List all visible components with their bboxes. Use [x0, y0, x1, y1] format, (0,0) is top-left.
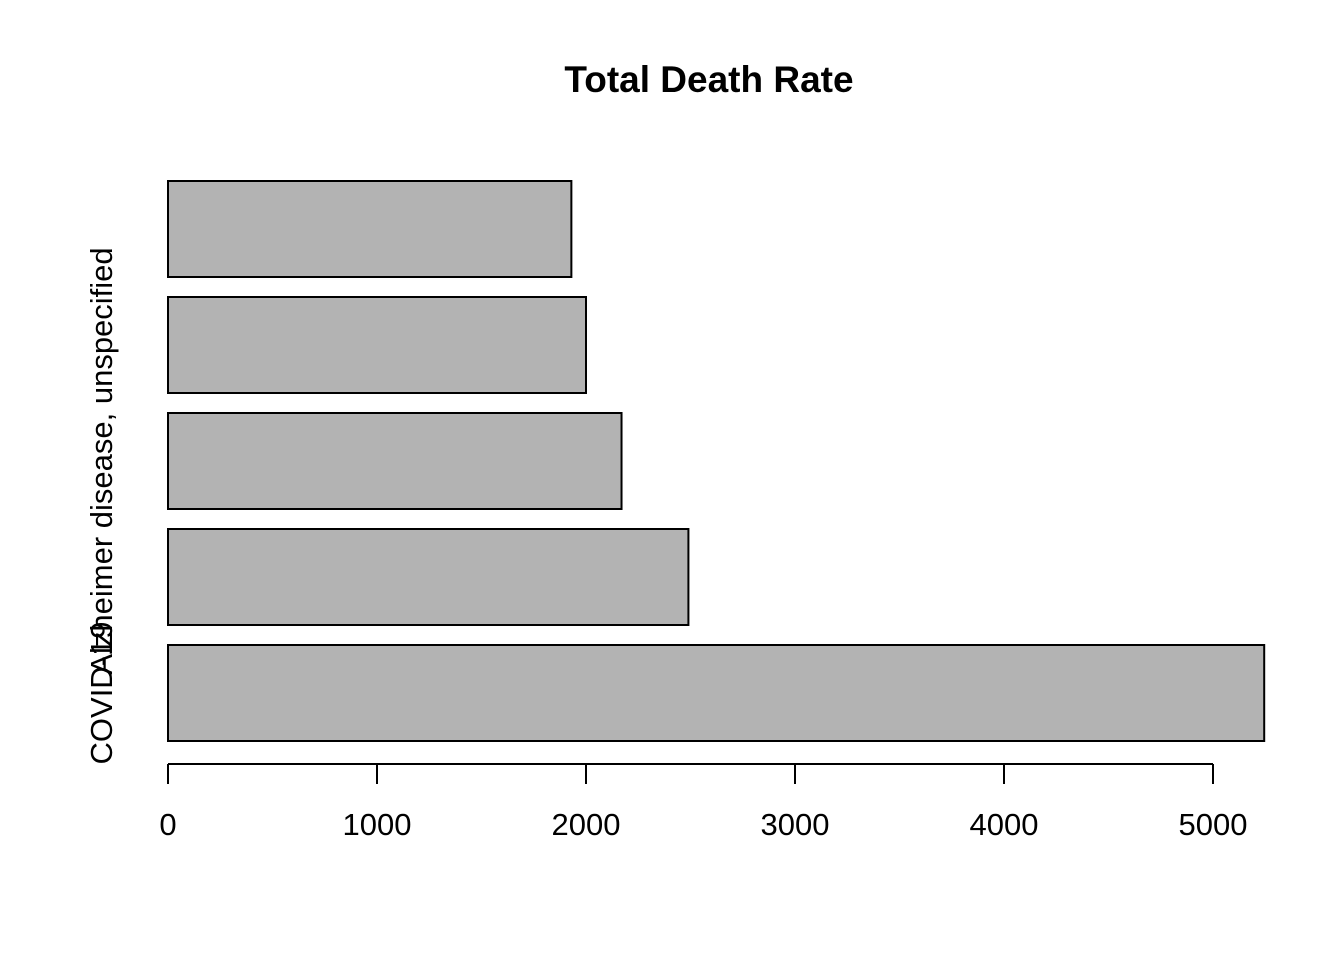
category-label-3: Alzheimer disease, unspecified — [84, 247, 119, 674]
bar-3 — [167, 412, 623, 510]
x-tick-label: 3000 — [761, 807, 830, 842]
category-label-1: COVID-19 — [84, 622, 119, 765]
x-tick-label: 4000 — [970, 807, 1039, 842]
chart-title: Total Death Rate — [564, 59, 853, 100]
x-tick-label: 1000 — [343, 807, 412, 842]
x-axis: 0 1000 2000 3000 4000 5000 — [159, 763, 1248, 842]
bars-layer — [167, 180, 1266, 742]
bar-1 — [167, 644, 1266, 742]
bar-5 — [167, 180, 573, 278]
bar-4 — [167, 296, 587, 394]
x-tick-label: 0 — [159, 807, 176, 842]
bar-2 — [167, 528, 690, 626]
x-tick-label: 2000 — [552, 807, 621, 842]
x-tick-label: 5000 — [1179, 807, 1248, 842]
